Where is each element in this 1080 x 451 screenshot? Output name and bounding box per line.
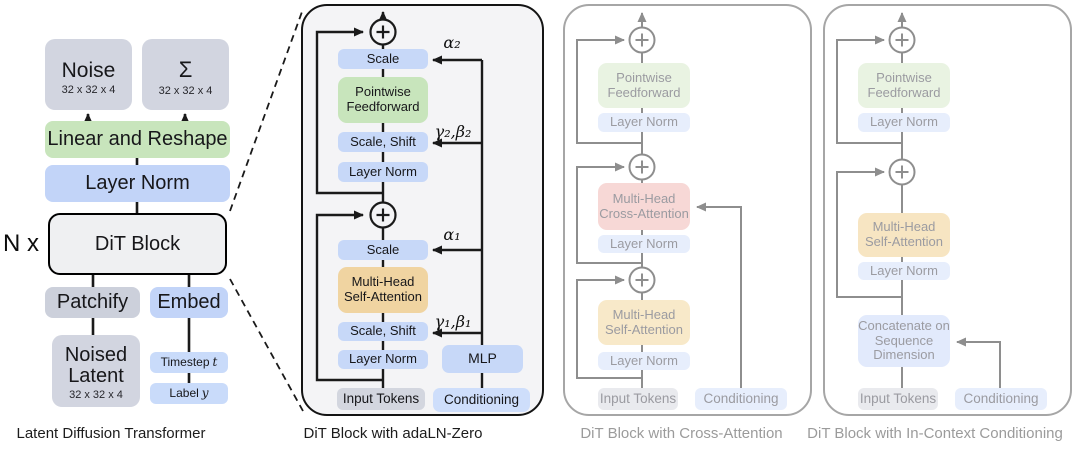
- conditioning-ca-label: Conditioning: [703, 391, 779, 407]
- layer-norm-box: Layer Norm: [45, 165, 230, 202]
- input-tokens-ic-label: Input Tokens: [859, 391, 937, 407]
- scale-top-label: Scale: [366, 50, 400, 66]
- embed-label: Embed: [157, 291, 221, 314]
- layer-norm-ic-mid-box: Layer Norm: [858, 262, 950, 280]
- mlp-box: MLP: [442, 345, 523, 373]
- layer-norm-ic-top-box: Layer Norm: [858, 113, 950, 132]
- panel1-wires: [83, 113, 191, 384]
- conditioning-ic-box: Conditioning: [955, 388, 1047, 410]
- panel3-caption: DiT Block with Cross-Attention: [580, 425, 783, 442]
- concatenate-label: Concatenate on Sequence Dimension: [858, 318, 950, 363]
- layer-norm-ca-bottom-box: Layer Norm: [598, 352, 690, 370]
- repeat-count-label: N x: [3, 230, 39, 257]
- panel1-caption: Latent Diffusion Transformer: [16, 425, 206, 442]
- input-tokens-adaln-label: Input Tokens: [342, 391, 420, 407]
- timestep-box: Timestep t: [150, 352, 228, 373]
- input-tokens-ca-label: Input Tokens: [599, 391, 677, 407]
- scale-shift-top-box: Scale, Shift: [338, 132, 428, 152]
- mhsa-ca-label: Multi-Head Self-Attention: [604, 306, 684, 337]
- pointwise-feedforward-ca-box: Pointwise Feedforward: [598, 63, 690, 108]
- layer-norm-bottom-label: Layer Norm: [349, 351, 417, 367]
- embed-box: Embed: [150, 287, 228, 318]
- mhca-label: Multi-Head Cross-Attention: [599, 190, 689, 221]
- label-box: Label y: [150, 383, 228, 404]
- layer-norm-ca-mid-label: Layer Norm: [610, 235, 678, 251]
- panel2-caption: DiT Block with adaLN-Zero: [303, 425, 483, 442]
- layer-norm-ic-top-label: Layer Norm: [870, 114, 938, 130]
- dit-block-label: DiT Block: [94, 232, 181, 255]
- layer-norm-ca-bottom-label: Layer Norm: [610, 352, 678, 368]
- conditioning-adaln-label: Conditioning: [443, 392, 520, 408]
- sigma-label: Σ: [178, 57, 193, 83]
- scale-shift-bottom-box: Scale, Shift: [338, 322, 428, 341]
- pointwise-feedforward-label: Pointwise Feedforward: [346, 84, 420, 114]
- input-tokens-ic-box: Input Tokens: [858, 388, 938, 410]
- gamma-beta2-label: γ₂,β₂: [434, 122, 472, 141]
- layer-norm-top-label: Layer Norm: [349, 163, 417, 179]
- label-variable: y: [201, 385, 209, 400]
- conditioning-adaln-box: Conditioning: [433, 388, 530, 412]
- label-label: Label: [169, 385, 199, 400]
- scale-bottom-label: Scale: [366, 241, 400, 257]
- pointwise-feedforward-ic-box: Pointwise Feedforward: [858, 63, 950, 108]
- timestep-variable: t: [212, 354, 218, 369]
- layer-norm-ic-mid-label: Layer Norm: [870, 262, 938, 278]
- panel4-sum-icons: [888, 26, 916, 186]
- timestep-label: Timestep: [160, 354, 210, 369]
- conditioning-ic-label: Conditioning: [963, 391, 1039, 407]
- input-tokens-adaln-box: Input Tokens: [337, 388, 425, 410]
- alpha2-label: α₂: [443, 33, 461, 52]
- mhsa-adaln-box: Multi-Head Self-Attention: [338, 267, 428, 313]
- layer-norm-label: Layer Norm: [85, 172, 190, 195]
- patchify-label: Patchify: [56, 291, 129, 314]
- mhsa-ic-box: Multi-Head Self-Attention: [858, 213, 950, 257]
- noise-box: Noise 32 x 32 x 4: [45, 39, 132, 110]
- noise-label: Noise: [61, 58, 116, 82]
- panel4-caption: DiT Block with In-Context Conditioning: [807, 425, 1063, 442]
- linear-reshape-label: Linear and Reshape: [47, 128, 228, 151]
- noised-latent-box: Noised Latent 32 x 32 x 4: [52, 335, 140, 407]
- mhsa-ca-box: Multi-Head Self-Attention: [598, 300, 690, 345]
- scale-shift-bottom-label: Scale, Shift: [350, 323, 416, 339]
- scale-bottom-box: Scale: [338, 240, 428, 260]
- conditioning-ca-box: Conditioning: [695, 388, 787, 410]
- gamma-beta1-label: γ₁,β₁: [434, 312, 472, 331]
- layer-norm-top-box: Layer Norm: [338, 162, 428, 182]
- mhsa-ic-label: Multi-Head Self-Attention: [864, 219, 944, 249]
- noised-latent-label: Noised Latent: [64, 343, 128, 387]
- layer-norm-ca-top-box: Layer Norm: [598, 113, 690, 132]
- pointwise-feedforward-box: Pointwise Feedforward: [338, 77, 428, 123]
- panel2-sum-icons: [369, 18, 397, 229]
- alpha1-label: α₁: [443, 225, 461, 244]
- noise-dims: 32 x 32 x 4: [61, 84, 116, 97]
- dit-block-box: DiT Block: [48, 213, 227, 275]
- input-tokens-ca-box: Input Tokens: [598, 388, 678, 410]
- scale-shift-top-label: Scale, Shift: [350, 133, 416, 149]
- pointwise-feedforward-ic-label: Pointwise Feedforward: [867, 69, 941, 100]
- mhsa-adaln-label: Multi-Head Self-Attention: [343, 274, 423, 304]
- concatenate-box: Concatenate on Sequence Dimension: [858, 315, 950, 367]
- layer-norm-ca-top-label: Layer Norm: [610, 114, 678, 130]
- sigma-dims: 32 x 32 x 4: [158, 84, 213, 97]
- mhca-box: Multi-Head Cross-Attention: [598, 183, 690, 230]
- zoom-callout-dashes: [229, 8, 304, 412]
- layer-norm-ca-mid-box: Layer Norm: [598, 235, 690, 253]
- panel3-sum-icons: [628, 26, 656, 294]
- linear-reshape-box: Linear and Reshape: [45, 121, 230, 158]
- layer-norm-bottom-box: Layer Norm: [338, 350, 428, 369]
- noised-latent-dims: 32 x 32 x 4: [69, 388, 123, 401]
- scale-top-box: Scale: [338, 49, 428, 69]
- sigma-box: Σ 32 x 32 x 4: [142, 39, 229, 110]
- mlp-label: MLP: [468, 350, 497, 367]
- patchify-box: Patchify: [45, 287, 140, 318]
- pointwise-feedforward-ca-label: Pointwise Feedforward: [607, 69, 681, 100]
